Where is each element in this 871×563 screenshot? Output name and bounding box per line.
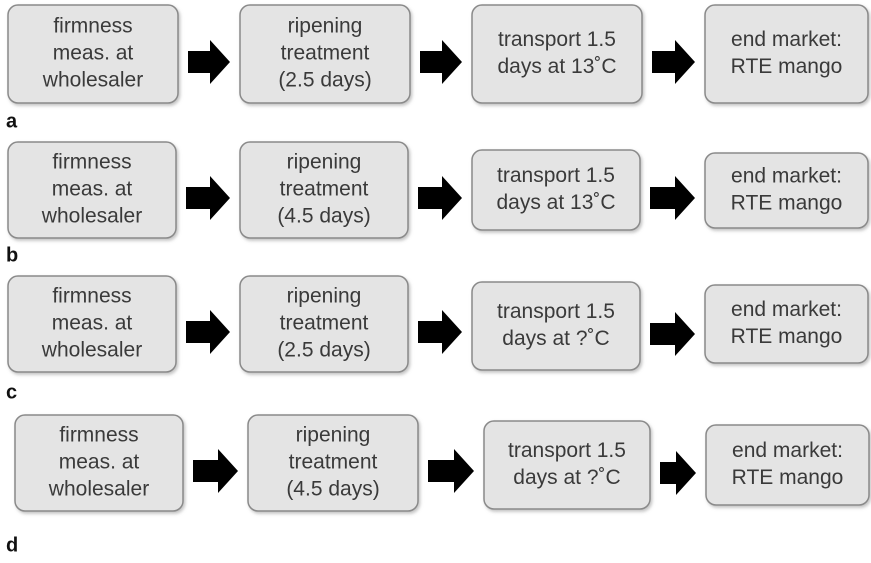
step-text: days at 13˚C: [496, 191, 615, 214]
step-text: meas. at: [52, 312, 133, 335]
step-box: [471, 149, 641, 231]
step-text: firmness: [59, 424, 138, 447]
step-box: [14, 414, 184, 512]
step-text: treatment: [289, 451, 378, 474]
step-text: transport 1.5: [497, 300, 615, 323]
arrow: [652, 40, 695, 84]
arrow: [650, 312, 695, 356]
step-text: ripening: [296, 424, 371, 447]
step-box: [247, 414, 419, 512]
step-box: [471, 4, 643, 104]
arrow: [418, 176, 462, 220]
step-text: transport 1.5: [508, 439, 626, 462]
arrow: [428, 449, 474, 493]
step-text: ripening: [288, 15, 363, 38]
arrow: [186, 176, 230, 220]
arrow: [418, 310, 462, 354]
step-box: [239, 141, 409, 239]
row-label: b: [6, 244, 18, 266]
step-text: wholesaler: [42, 69, 143, 92]
row-label: d: [6, 534, 18, 556]
step-box: [704, 152, 869, 229]
step-text: RTE mango: [731, 325, 843, 348]
step-text: end market:: [731, 28, 842, 51]
step-text: firmness: [53, 15, 132, 38]
step-box: [7, 275, 177, 373]
step-text: (2.5 days): [278, 69, 371, 92]
arrow: [660, 451, 696, 495]
step-text: treatment: [280, 312, 369, 335]
step-text: days at 13˚C: [497, 55, 616, 78]
step-text: wholesaler: [41, 205, 142, 228]
step-text: RTE mango: [731, 192, 843, 215]
arrow: [188, 40, 230, 84]
step-text: meas. at: [52, 178, 133, 201]
step-text: treatment: [280, 178, 369, 201]
arrow: [420, 40, 462, 84]
step-text: wholesaler: [41, 339, 142, 362]
step-text: (2.5 days): [277, 339, 370, 362]
step-text: (4.5 days): [286, 478, 379, 501]
step-text: transport 1.5: [497, 164, 615, 187]
step-text: end market:: [732, 439, 843, 462]
step-box: [483, 420, 651, 510]
row-label: c: [6, 381, 17, 403]
step-text: RTE mango: [732, 466, 844, 489]
step-text: ripening: [287, 285, 362, 308]
step-text: firmness: [52, 151, 131, 174]
arrow: [186, 310, 230, 354]
step-box: [704, 4, 869, 104]
step-text: meas. at: [59, 451, 140, 474]
step-text: treatment: [281, 42, 370, 65]
step-text: RTE mango: [731, 55, 843, 78]
step-box: [471, 281, 641, 371]
row-label: a: [6, 110, 18, 132]
step-box: [7, 141, 177, 239]
step-box: [705, 424, 870, 506]
step-box: [704, 284, 869, 364]
step-text: end market:: [731, 165, 842, 188]
step-text: wholesaler: [48, 478, 149, 501]
step-text: transport 1.5: [498, 28, 616, 51]
step-text: firmness: [52, 285, 131, 308]
step-box: [7, 4, 179, 104]
step-text: (4.5 days): [277, 205, 370, 228]
step-text: days at ?˚C: [513, 466, 620, 489]
step-box: [239, 275, 409, 373]
step-text: meas. at: [53, 42, 134, 65]
arrow: [650, 176, 695, 220]
step-box: [239, 4, 411, 104]
step-text: days at ?˚C: [502, 327, 609, 350]
arrow: [193, 449, 238, 493]
step-text: ripening: [287, 151, 362, 174]
step-text: end market:: [731, 298, 842, 321]
